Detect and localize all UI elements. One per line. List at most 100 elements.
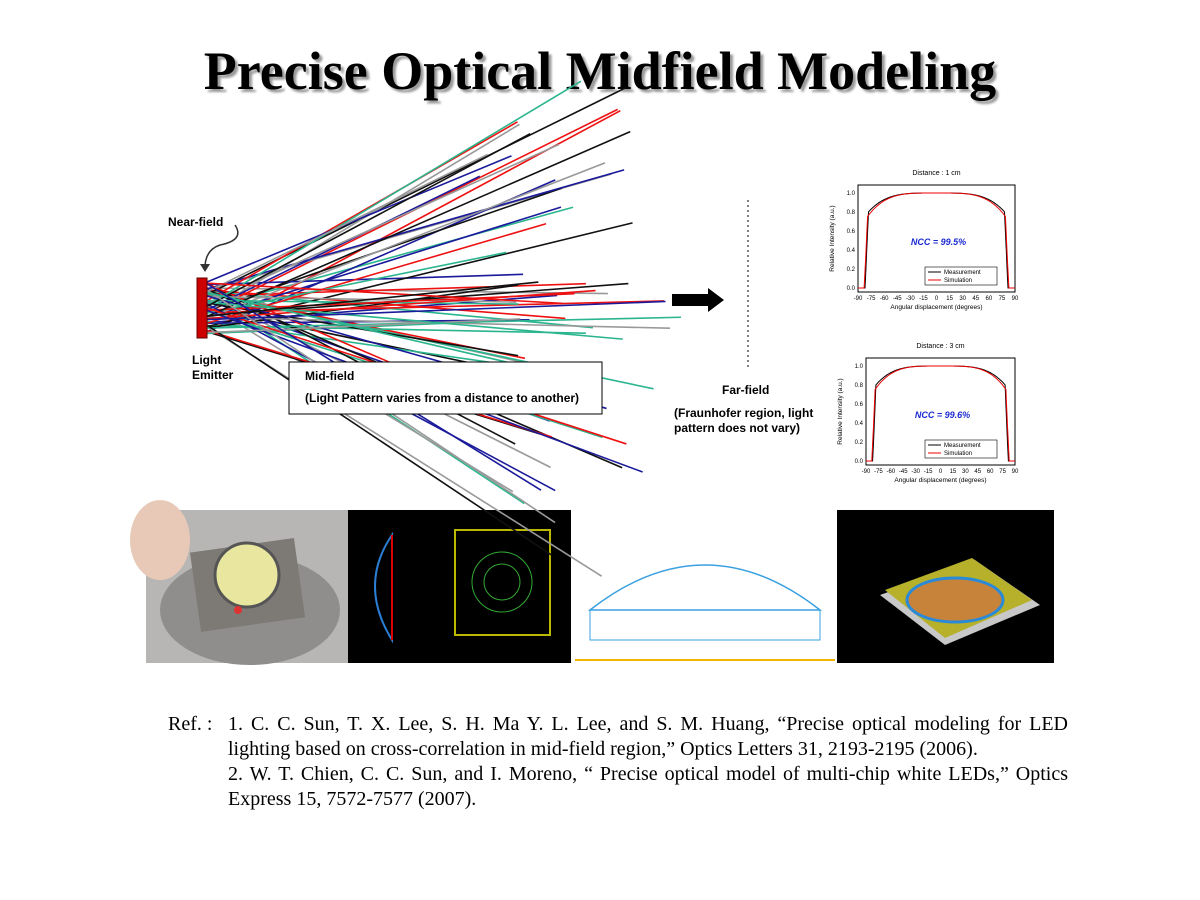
intensity-curve (866, 365, 1015, 462)
ncc-label: NCC = 99.5% (911, 237, 966, 247)
ray (206, 318, 521, 334)
ray-fan (206, 80, 681, 577)
x-tick-label: -15 (924, 469, 933, 475)
x-tick-label: -90 (854, 296, 863, 302)
x-tick-label: 0 (935, 296, 939, 302)
x-tick-label: 15 (950, 469, 957, 475)
ray (206, 282, 564, 305)
x-tick-label: 90 (1012, 296, 1019, 302)
x-tick-label: 60 (987, 469, 994, 475)
ray (206, 222, 547, 324)
ray (206, 206, 574, 310)
y-tick-label: 0.8 (847, 210, 856, 216)
ray (206, 289, 596, 320)
ray (206, 132, 531, 307)
x-tick-label: -90 (862, 469, 871, 475)
slide-title: Precise Optical Midfield Modeling (203, 41, 997, 101)
plot-title: Distance : 3 cm (916, 343, 964, 350)
far-field-note: pattern does not vary) (674, 421, 800, 435)
legend-label: Measurement (944, 443, 981, 449)
plots: Distance : 1 cm0.00.20.40.60.81.0-90 -75-… (829, 170, 1019, 484)
arrow-head (200, 264, 210, 272)
ray (206, 162, 606, 320)
legend-box (924, 266, 998, 286)
mid-field-label: Mid-field (305, 369, 354, 383)
x-tick-label: -45 (899, 469, 908, 475)
y-tick-label: 0.4 (855, 421, 864, 427)
ray (206, 153, 488, 293)
y-tick-label: 1.0 (855, 364, 864, 370)
x-tick-label: 0 (939, 469, 943, 475)
y-tick-label: 0.6 (855, 402, 864, 408)
y-tick-label: 0.2 (855, 440, 864, 446)
ray (206, 80, 582, 307)
near-field-label: Near-field (168, 215, 223, 229)
y-tick-label: 0.2 (847, 267, 856, 273)
ray (206, 281, 539, 317)
x-tick-label: 75 (999, 469, 1006, 475)
mid-field-box (288, 361, 603, 415)
plot-title: Distance : 1 cm (912, 170, 960, 177)
x-tick-label: 45 (972, 296, 979, 302)
far-field-note: (Fraunhofer region, light (674, 406, 813, 420)
y-tick-label: 0.6 (847, 229, 856, 235)
x-tick-label: 75 (999, 296, 1006, 302)
ncc-label: NCC = 99.6% (915, 410, 970, 420)
y-tick-label: 1.0 (847, 191, 856, 197)
x-tick-label: 90 (1012, 469, 1019, 475)
ray (206, 155, 512, 283)
legend-label: Simulation (944, 451, 972, 457)
legend-label: Measurement (944, 270, 981, 276)
ray (206, 295, 517, 303)
y-axis-label: Relative Intensity (a.u.) (829, 205, 836, 271)
x-tick-label: -75 (874, 469, 883, 475)
legend-box (924, 439, 998, 459)
ray (206, 175, 481, 311)
x-tick-label: -15 (919, 296, 928, 302)
ray (206, 121, 518, 302)
ray (206, 206, 562, 319)
legend-label: Simulation (944, 278, 972, 284)
y-tick-label: 0.0 (847, 286, 856, 292)
x-tick-label: -45 (893, 296, 902, 302)
y-tick-label: 0.0 (855, 459, 864, 465)
ray (206, 291, 529, 368)
y-tick-label: 0.4 (847, 248, 856, 254)
emitter-label: Light (192, 353, 221, 367)
ray (206, 284, 519, 329)
x-axis-label: Angular displacement (degrees) (894, 477, 986, 484)
ray (206, 287, 608, 295)
x-axis-label: Angular displacement (degrees) (890, 304, 982, 311)
ref-item: 2. W. T. Chien, C. C. Sun, and I. Moreno… (228, 763, 1068, 810)
references: Ref. : 1. C. C. Sun, T. X. Lee, S. H. Ma… (168, 712, 1068, 812)
ray (206, 123, 520, 314)
mid-field-note: (Light Pattern varies from a distance to… (305, 391, 579, 405)
x-tick-label: -75 (867, 296, 876, 302)
x-tick-label: -30 (906, 296, 915, 302)
far-field-label: Far-field (722, 383, 769, 397)
ray (206, 273, 524, 286)
x-tick-label: -60 (886, 469, 895, 475)
ray (206, 143, 560, 305)
x-tick-label: 45 (974, 469, 981, 475)
intensity-curve (858, 192, 1015, 289)
emitter-label: Emitter (192, 368, 234, 382)
near-field-pointer (204, 224, 239, 269)
y-tick-label: 0.8 (855, 383, 864, 389)
x-tick-label: 60 (985, 296, 992, 302)
ray (206, 130, 631, 318)
ref-item: 1. C. C. Sun, T. X. Lee, S. H. Ma Y. L. … (228, 713, 1068, 760)
ray (206, 299, 519, 305)
ray (206, 300, 666, 321)
x-tick-label: -60 (880, 296, 889, 302)
light-emitter (196, 277, 208, 339)
ref-prefix: Ref. : (168, 713, 213, 735)
x-tick-label: 30 (962, 469, 969, 475)
ray (206, 87, 626, 296)
photo-panels (130, 500, 1054, 665)
x-tick-label: 15 (946, 296, 953, 302)
x-tick-label: 30 (959, 296, 966, 302)
ray (206, 324, 553, 556)
